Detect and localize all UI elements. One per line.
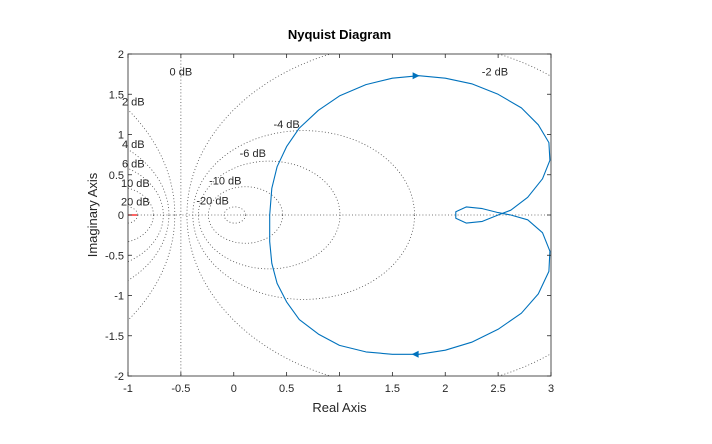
m-circle bbox=[128, 187, 154, 243]
m-circle-grid bbox=[128, 54, 551, 376]
x-tick-label: 1.5 bbox=[385, 383, 400, 395]
y-axis-label: Imaginary Axis bbox=[85, 172, 100, 257]
y-tick-label: 0.5 bbox=[109, 170, 124, 182]
db-label: -2 dB bbox=[482, 67, 508, 79]
db-label: -10 dB bbox=[209, 175, 241, 187]
m-circle bbox=[128, 149, 170, 281]
db-label: 6 dB bbox=[122, 158, 145, 170]
x-tick-label: 2 bbox=[442, 383, 448, 395]
y-tick-label: 1.5 bbox=[109, 89, 124, 101]
db-label: 4 dB bbox=[122, 139, 145, 151]
x-tick-label: 0.5 bbox=[279, 383, 294, 395]
direction-arrow bbox=[412, 72, 420, 80]
db-label: 10 dB bbox=[121, 178, 150, 190]
m-circle bbox=[128, 109, 176, 321]
x-tick-label: 3 bbox=[548, 383, 554, 395]
db-label: 2 dB bbox=[122, 96, 145, 108]
x-tick-label: -0.5 bbox=[171, 383, 190, 395]
axes: -1 -0.5 0 0.5 1 1.5 2 2.5 3 -2 -1.5 -1 -0.5 0 0.5 1 1.5 2 bbox=[105, 49, 554, 395]
y-tick-label: 2 bbox=[118, 49, 124, 61]
y-tick-label: -2 bbox=[114, 371, 124, 383]
db-label: 0 dB bbox=[170, 67, 193, 79]
y-tick-label: 1 bbox=[118, 130, 124, 142]
x-tick-label: 0 bbox=[231, 383, 237, 395]
y-tick-label: -0.5 bbox=[105, 250, 124, 262]
series-layer bbox=[128, 72, 551, 358]
x-tick-label: 1 bbox=[336, 383, 342, 395]
chart-title: Nyquist Diagram bbox=[288, 27, 391, 42]
y-tick-label: 0 bbox=[118, 210, 124, 222]
nyquist-curve bbox=[269, 75, 551, 355]
db-label: -4 dB bbox=[273, 119, 299, 131]
x-axis-label: Real Axis bbox=[312, 400, 367, 415]
db-label: 20 dB bbox=[121, 196, 150, 208]
direction-arrow bbox=[411, 350, 419, 358]
x-tick-label: 2.5 bbox=[490, 383, 505, 395]
y-tick-label: -1.5 bbox=[105, 331, 124, 343]
db-label: -20 dB bbox=[196, 196, 228, 208]
y-tick-label: -1 bbox=[114, 291, 124, 303]
x-tick-label: -1 bbox=[123, 383, 133, 395]
db-label: -6 dB bbox=[240, 148, 266, 160]
